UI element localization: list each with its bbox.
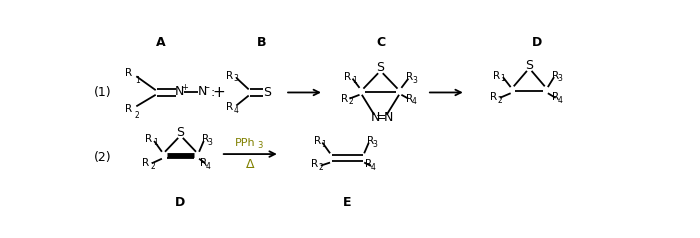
Text: R: R [406, 72, 414, 82]
Text: +: + [213, 85, 225, 100]
Text: 1: 1 [500, 74, 505, 83]
Text: 1: 1 [135, 75, 139, 84]
Text: 1: 1 [153, 138, 158, 147]
Text: 3: 3 [257, 141, 262, 150]
Text: E: E [343, 196, 351, 209]
Text: 4: 4 [412, 97, 417, 106]
Text: C: C [376, 36, 385, 49]
Text: 2: 2 [318, 163, 323, 172]
Text: :: : [210, 86, 214, 99]
Text: R: R [142, 158, 150, 168]
Text: R: R [125, 104, 132, 114]
Text: 2: 2 [498, 96, 502, 105]
Text: R: R [311, 159, 318, 169]
Text: R: R [367, 136, 374, 146]
Text: R: R [406, 94, 414, 104]
Text: (2): (2) [94, 151, 111, 164]
Text: R: R [202, 134, 209, 144]
Text: 4: 4 [206, 162, 211, 171]
Text: R: R [200, 158, 207, 168]
Text: 3: 3 [234, 74, 239, 83]
Text: N: N [197, 85, 207, 98]
Text: A: A [156, 36, 166, 49]
Text: 4: 4 [371, 163, 376, 172]
Text: N: N [175, 85, 184, 98]
Text: =: = [376, 111, 386, 124]
Text: 3: 3 [558, 74, 563, 83]
Text: +: + [181, 83, 188, 92]
Text: R: R [489, 92, 497, 102]
Text: 1: 1 [351, 76, 356, 85]
Text: (1): (1) [94, 86, 111, 99]
Text: R: R [125, 68, 132, 78]
Text: 2: 2 [135, 111, 139, 120]
Text: 1: 1 [321, 139, 326, 149]
Text: D: D [176, 196, 186, 209]
Text: S: S [176, 126, 185, 139]
Text: N: N [384, 111, 393, 124]
Text: 3: 3 [372, 139, 377, 149]
Text: B: B [257, 36, 267, 49]
Text: R: R [344, 72, 351, 82]
Text: S: S [377, 61, 384, 74]
Text: R: R [146, 134, 153, 144]
Text: R: R [365, 159, 372, 169]
Text: R: R [226, 102, 233, 112]
Text: 2: 2 [150, 162, 155, 171]
Text: –: – [204, 82, 209, 92]
Text: R: R [226, 70, 233, 80]
Text: R: R [341, 94, 348, 104]
Text: S: S [263, 86, 272, 99]
Text: R: R [552, 92, 559, 102]
Text: R: R [314, 136, 321, 146]
Text: 3: 3 [207, 138, 212, 147]
Text: 2: 2 [349, 97, 354, 106]
Text: D: D [532, 36, 542, 49]
Text: R: R [493, 70, 500, 80]
Text: N: N [370, 111, 379, 124]
Text: 4: 4 [234, 106, 239, 115]
Text: PPh: PPh [235, 138, 256, 148]
Text: S: S [525, 59, 533, 72]
Text: Δ: Δ [246, 158, 255, 171]
Text: 4: 4 [558, 96, 563, 105]
Text: R: R [552, 70, 559, 80]
Text: 3: 3 [412, 76, 417, 85]
